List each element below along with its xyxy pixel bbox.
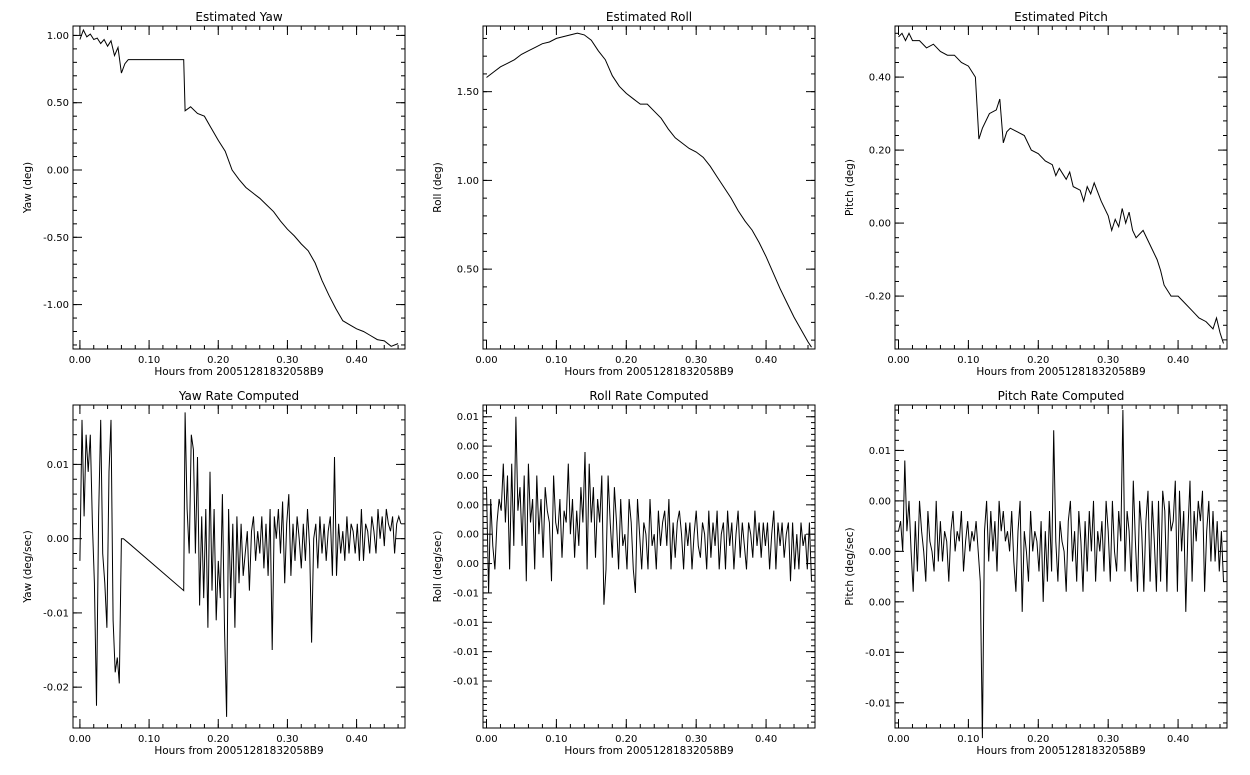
y-tick-label: 0.50 bbox=[47, 98, 69, 109]
y-tick-label: 0.00 bbox=[47, 534, 69, 545]
y-axis-label: Yaw (deg/sec) bbox=[22, 530, 34, 604]
y-tick-label: 1.50 bbox=[457, 87, 479, 98]
x-tick-label: 0.30 bbox=[276, 355, 298, 366]
y-tick-label: 0.00 bbox=[47, 166, 69, 177]
chart-panel-3: 0.00 0.10 0.20 0.30 0.40 0.40 0.20 0.00 -0.20 Est… bbox=[844, 10, 1228, 378]
y-tick-label: -0.01 bbox=[453, 647, 479, 658]
chart-panel-5: 0.00 0.10 0.20 0.30 0.40 0.01 0.00 0.00 0.00 0.00… bbox=[432, 389, 816, 757]
x-tick-label: 0.20 bbox=[615, 734, 637, 745]
y-tick-label: 0.00 bbox=[457, 442, 479, 453]
x-tick-label: 0.10 bbox=[545, 355, 567, 366]
y-tick-label: 0.00 bbox=[457, 559, 479, 570]
y-tick-label: -0.01 bbox=[453, 618, 479, 629]
y-tick-label: -1.00 bbox=[43, 300, 69, 311]
y-tick-label: 0.00 bbox=[869, 496, 891, 507]
y-axis-label: Yaw (deg) bbox=[22, 162, 34, 214]
x-tick-label: 0.30 bbox=[685, 355, 707, 366]
x-tick-label: 0.10 bbox=[138, 734, 160, 745]
y-tick-label: 1.00 bbox=[457, 176, 479, 187]
y-tick-label: 0.01 bbox=[47, 460, 69, 471]
x-tick-label: 0.30 bbox=[276, 734, 298, 745]
x-tick-label: 0.00 bbox=[475, 734, 497, 745]
x-tick-label: 0.40 bbox=[345, 734, 367, 745]
chart-title: Estimated Yaw bbox=[195, 10, 282, 24]
y-axis-label: Pitch (deg/sec) bbox=[844, 527, 856, 605]
y-tick-label: 0.00 bbox=[457, 471, 479, 482]
x-tick-label: 0.20 bbox=[207, 734, 229, 745]
x-tick-label: 0.10 bbox=[545, 734, 567, 745]
y-tick-label: -0.01 bbox=[453, 677, 479, 688]
chart-title: Estimated Pitch bbox=[1014, 10, 1108, 24]
plot-frame bbox=[482, 404, 816, 729]
y-tick-label: 0.00 bbox=[869, 219, 891, 230]
series-line bbox=[486, 32, 812, 348]
y-tick-label: -0.01 bbox=[43, 608, 69, 619]
y-tick-label: 0.00 bbox=[869, 547, 891, 558]
chart-title: Roll Rate Computed bbox=[589, 389, 708, 403]
series-line bbox=[79, 412, 402, 717]
series-line bbox=[486, 416, 812, 605]
y-tick-label: 0.01 bbox=[869, 446, 891, 457]
y-axis-label: Roll (deg/sec) bbox=[432, 531, 444, 603]
chart-title: Estimated Roll bbox=[606, 10, 692, 24]
x-tick-label: 0.00 bbox=[69, 734, 91, 745]
y-axis-label: Pitch (deg) bbox=[844, 159, 856, 216]
plot-frame bbox=[482, 25, 816, 350]
plot-frame bbox=[894, 25, 1228, 350]
x-axis-label: Hours from 20051281832058B9 bbox=[976, 366, 1145, 378]
x-axis-label: Hours from 20051281832058B9 bbox=[976, 745, 1145, 757]
chart-panel-1: 0.00 0.10 0.20 0.30 0.40 1.00 0.50 0.00 -0.50 -1.… bbox=[22, 10, 406, 378]
x-tick-label: 0.20 bbox=[615, 355, 637, 366]
y-tick-label: -0.02 bbox=[43, 683, 69, 694]
y-tick-label: 0.00 bbox=[869, 597, 891, 608]
x-axis-label: Hours from 20051281832058B9 bbox=[564, 366, 733, 378]
x-tick-label: 0.10 bbox=[138, 355, 160, 366]
x-tick-label: 0.00 bbox=[887, 355, 909, 366]
y-tick-label: 0.00 bbox=[457, 530, 479, 541]
y-tick-label: -0.01 bbox=[865, 648, 891, 659]
chart-panel-2: 0.00 0.10 0.20 0.30 0.40 1.50 1.00 0.50 Estimate… bbox=[432, 10, 816, 378]
y-axis-label: Roll (deg) bbox=[432, 162, 444, 212]
x-tick-label: 0.40 bbox=[1167, 734, 1189, 745]
y-tick-label: 0.20 bbox=[869, 146, 891, 157]
chart-panel-4: 0.00 0.10 0.20 0.30 0.40 0.01 0.00 -0.01 -0.02 Ya… bbox=[22, 389, 406, 757]
x-tick-label: 0.00 bbox=[887, 734, 909, 745]
x-tick-label: 0.00 bbox=[475, 355, 497, 366]
x-tick-label: 0.00 bbox=[69, 355, 91, 366]
x-tick-label: 0.40 bbox=[755, 355, 777, 366]
x-tick-label: 0.20 bbox=[207, 355, 229, 366]
x-tick-label: 0.20 bbox=[1027, 355, 1049, 366]
plot-frame bbox=[894, 404, 1228, 729]
x-tick-label: 0.10 bbox=[957, 734, 979, 745]
x-axis-label: Hours from 20051281832058B9 bbox=[154, 366, 323, 378]
x-tick-label: 0.10 bbox=[957, 355, 979, 366]
y-tick-label: 1.00 bbox=[47, 31, 69, 42]
x-axis-label: Hours from 20051281832058B9 bbox=[154, 745, 323, 757]
x-tick-label: 0.40 bbox=[755, 734, 777, 745]
x-tick-label: 0.40 bbox=[345, 355, 367, 366]
x-tick-label: 0.30 bbox=[685, 734, 707, 745]
y-tick-label: -0.20 bbox=[865, 292, 891, 303]
y-tick-label: 0.00 bbox=[457, 500, 479, 511]
plot-frame bbox=[72, 404, 406, 729]
x-axis-label: Hours from 20051281832058B9 bbox=[564, 745, 733, 757]
y-tick-label: 0.01 bbox=[457, 412, 479, 423]
chart-title: Yaw Rate Computed bbox=[178, 389, 299, 403]
chart-panel-6: 0.00 0.10 0.20 0.30 0.40 0.01 0.00 0.00 0.00 -0.0… bbox=[844, 389, 1228, 757]
y-tick-label: 0.50 bbox=[457, 265, 479, 276]
chart-title: Pitch Rate Computed bbox=[998, 389, 1125, 403]
y-tick-label: -0.01 bbox=[865, 698, 891, 709]
y-tick-label: -0.50 bbox=[43, 233, 69, 244]
y-tick-label: 0.40 bbox=[869, 73, 891, 84]
plot-frame bbox=[72, 25, 406, 350]
x-tick-label: 0.20 bbox=[1027, 734, 1049, 745]
x-tick-label: 0.30 bbox=[1097, 734, 1119, 745]
x-tick-label: 0.30 bbox=[1097, 355, 1119, 366]
series-line bbox=[898, 32, 1224, 344]
y-tick-label: -0.01 bbox=[453, 588, 479, 599]
x-tick-label: 0.40 bbox=[1167, 355, 1189, 366]
series-line bbox=[79, 28, 399, 347]
series-line bbox=[898, 409, 1224, 739]
